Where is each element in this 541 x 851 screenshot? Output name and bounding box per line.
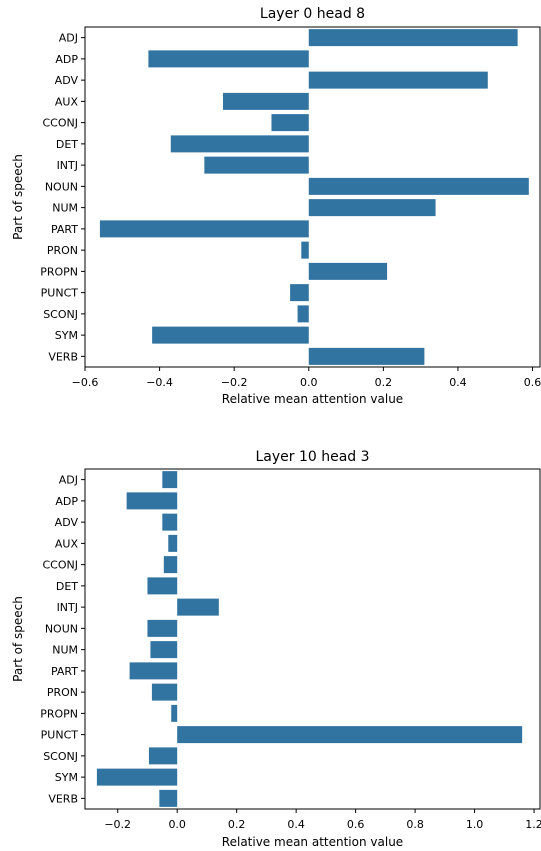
bar-pron xyxy=(151,683,178,701)
bar-adv xyxy=(308,71,488,89)
y-tick-label: CCONJ xyxy=(43,559,79,572)
x-tick-label: 1.2 xyxy=(525,818,541,831)
y-tick-label: SCONJ xyxy=(43,308,78,321)
y-tick-label: NOUN xyxy=(45,622,78,635)
bar-adp xyxy=(148,50,309,68)
y-tick-label: DET xyxy=(56,580,78,593)
x-tick-label: −0.6 xyxy=(72,376,99,389)
bar-adv xyxy=(162,513,178,531)
y-tick-label: ADJ xyxy=(59,474,78,487)
bar-det xyxy=(147,577,178,595)
bar-aux xyxy=(222,92,309,110)
y-tick-label: PUNCT xyxy=(41,287,79,300)
bar-sconj xyxy=(148,747,178,765)
y-tick-label: AUX xyxy=(55,537,79,550)
y-tick-label: ADV xyxy=(55,516,79,529)
bar-punct xyxy=(290,284,309,302)
bar-punct xyxy=(177,726,523,744)
bar-cconj xyxy=(163,556,178,574)
x-tick-label: 0.0 xyxy=(168,818,186,831)
chart-title: Layer 10 head 3 xyxy=(255,449,369,465)
y-axis-label: Part of speech xyxy=(11,154,25,240)
y-tick-label: ADV xyxy=(55,74,79,87)
bar-adp xyxy=(126,492,178,510)
x-tick-label: 0.2 xyxy=(228,818,246,831)
y-tick-label: NUM xyxy=(52,644,78,657)
bar-part xyxy=(99,220,309,238)
bar-noun xyxy=(308,177,529,195)
x-tick-label: 0.0 xyxy=(300,376,318,389)
x-tick-label: −0.4 xyxy=(146,376,173,389)
bar-intj xyxy=(204,156,309,174)
y-tick-label: NUM xyxy=(52,202,78,215)
plot-frame xyxy=(84,468,541,810)
y-tick-label: PRON xyxy=(47,244,78,257)
bar-num xyxy=(150,641,178,659)
bar-aux xyxy=(168,534,178,552)
y-tick-label: VERB xyxy=(48,792,78,805)
bar-pron xyxy=(301,241,309,259)
bar-noun xyxy=(147,619,178,637)
y-tick-label: VERB xyxy=(48,350,78,363)
bar-det xyxy=(170,135,309,153)
y-tick-label: INTJ xyxy=(57,159,78,172)
y-tick-label: PROPN xyxy=(40,265,78,278)
x-tick-label: 0.4 xyxy=(449,376,467,389)
bar-verb xyxy=(308,347,425,365)
y-tick-label: PROPN xyxy=(40,707,78,720)
plot-frame xyxy=(84,26,541,368)
bar-intj xyxy=(177,598,219,616)
bar-propn xyxy=(308,262,388,280)
bar-adj xyxy=(308,29,518,47)
y-tick-label: INTJ xyxy=(57,601,78,614)
x-axis-label: Relative mean attention value xyxy=(222,392,403,406)
bar-cconj xyxy=(271,114,309,132)
bar-sconj xyxy=(297,305,309,323)
x-tick-label: −0.2 xyxy=(104,818,131,831)
bar-adj xyxy=(162,471,178,489)
y-tick-label: CCONJ xyxy=(43,117,79,130)
x-tick-label: 0.4 xyxy=(287,818,305,831)
y-tick-label: PART xyxy=(51,665,78,678)
bar-num xyxy=(308,199,436,217)
chart-title: Layer 0 head 8 xyxy=(260,6,365,22)
x-axis-label: Relative mean attention value xyxy=(222,835,403,849)
y-tick-label: ADP xyxy=(55,53,78,66)
x-tick-label: −0.2 xyxy=(221,376,248,389)
x-tick-label: 0.2 xyxy=(375,376,393,389)
bar-part xyxy=(129,662,178,680)
x-tick-label: 1.0 xyxy=(466,818,484,831)
y-tick-label: ADP xyxy=(55,495,78,508)
y-tick-label: NOUN xyxy=(45,180,78,193)
bar-propn xyxy=(171,704,178,722)
x-tick-label: 0.8 xyxy=(406,818,424,831)
y-tick-label: ADJ xyxy=(59,32,78,45)
y-tick-label: SYM xyxy=(55,771,78,784)
y-tick-label: DET xyxy=(56,138,78,151)
y-tick-label: PUNCT xyxy=(41,729,79,742)
y-tick-label: PRON xyxy=(47,686,78,699)
y-tick-label: PART xyxy=(51,223,78,236)
y-tick-label: AUX xyxy=(55,95,79,108)
y-tick-label: SYM xyxy=(55,329,78,342)
x-tick-label: 0.6 xyxy=(347,818,365,831)
bar-sym xyxy=(96,768,178,786)
bar-sym xyxy=(152,326,309,344)
bar-verb xyxy=(159,789,178,807)
y-axis-label: Part of speech xyxy=(11,596,25,682)
y-tick-label: SCONJ xyxy=(43,750,78,763)
x-tick-label: 0.6 xyxy=(524,376,541,389)
